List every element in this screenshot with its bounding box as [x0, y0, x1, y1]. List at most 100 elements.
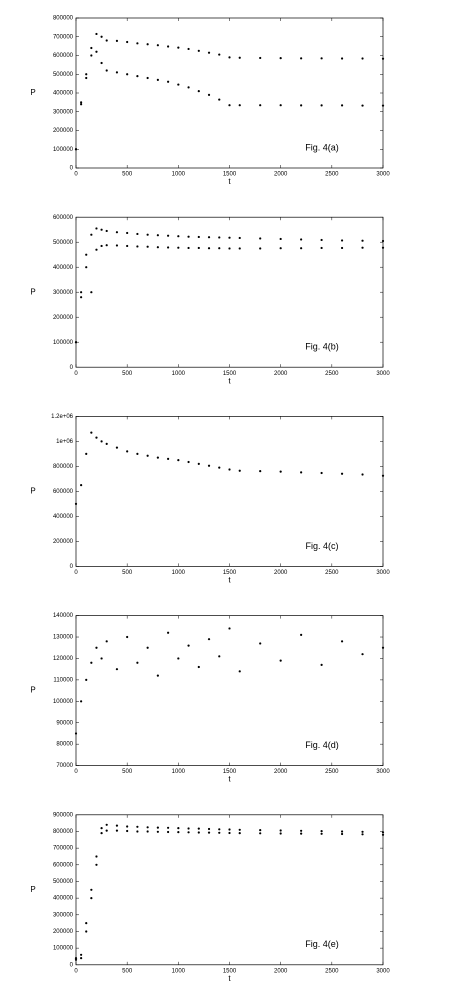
point [105, 229, 108, 233]
point [100, 61, 103, 65]
y-tick-label: 300000 [53, 290, 74, 296]
point [146, 454, 149, 457]
point [146, 245, 149, 248]
point [100, 832, 103, 835]
x-tick-label: 2500 [325, 371, 339, 377]
point [381, 474, 385, 477]
point [167, 830, 170, 834]
point [259, 56, 262, 60]
point [218, 247, 221, 250]
point [177, 459, 180, 462]
point [361, 833, 364, 836]
x-tick-label: 0 [74, 968, 78, 974]
point [218, 466, 221, 469]
y-axis-label: P [30, 686, 35, 695]
point [85, 930, 88, 933]
point [381, 831, 385, 834]
annotation: Fig. 4(a) [305, 142, 339, 152]
y-tick-label: 400000 [53, 896, 74, 902]
point [80, 291, 83, 294]
point [167, 80, 170, 83]
point [136, 245, 139, 248]
annotation: Fig. 4(b) [305, 342, 339, 352]
point [361, 653, 364, 656]
y-tick-label: 100000 [53, 340, 74, 346]
x-tick-label: 500 [122, 570, 133, 576]
point [238, 828, 241, 831]
y-tick-label: 80000 [56, 742, 73, 748]
y-axis-label: P [30, 487, 35, 496]
x-axis-label: t [228, 974, 231, 983]
y-tick-label: 300000 [53, 109, 74, 115]
point [207, 638, 211, 641]
y-tick-label: 110000 [53, 677, 73, 683]
point [90, 888, 93, 891]
point [146, 76, 149, 80]
point [74, 341, 78, 344]
point [228, 468, 231, 471]
point [340, 104, 344, 107]
y-tick-label: 700000 [53, 846, 74, 852]
point [279, 829, 282, 832]
x-tick-label: 2000 [274, 371, 288, 377]
y-tick-label: 140000 [53, 613, 74, 619]
point [197, 246, 200, 250]
point [228, 236, 231, 239]
y-tick-label: 90000 [56, 720, 73, 726]
point [105, 244, 108, 247]
x-tick-label: 1000 [172, 172, 186, 178]
point [95, 32, 98, 36]
point [115, 446, 119, 449]
point [90, 233, 93, 236]
point [381, 57, 385, 60]
point [207, 464, 211, 467]
point [126, 825, 129, 828]
point [207, 236, 211, 239]
point [300, 57, 303, 60]
point [85, 922, 88, 925]
point [228, 56, 231, 59]
point [361, 104, 364, 107]
x-tick-label: 3000 [376, 172, 390, 178]
y-tick-label: 200000 [53, 128, 74, 134]
y-tick-label: 200000 [53, 315, 74, 321]
point [207, 93, 211, 96]
point [177, 827, 180, 830]
point [361, 830, 364, 833]
point [146, 233, 149, 236]
point [100, 244, 103, 248]
point [156, 44, 159, 47]
point [279, 247, 282, 250]
point [218, 655, 221, 658]
point [381, 833, 385, 836]
x-tick-label: 1500 [223, 570, 237, 576]
point [320, 104, 323, 107]
x-axis-label: t [228, 775, 231, 784]
point [126, 450, 129, 453]
point [74, 957, 78, 960]
point [279, 832, 282, 835]
point [115, 244, 119, 247]
point [218, 236, 221, 239]
x-axis-label: t [228, 177, 231, 186]
point [95, 227, 98, 230]
point [167, 246, 170, 249]
point [167, 45, 170, 48]
point [100, 440, 103, 443]
point [80, 484, 83, 487]
point [279, 57, 282, 60]
annotation: Fig. 4(d) [305, 740, 339, 750]
point [381, 239, 385, 243]
point [259, 104, 262, 107]
point [85, 73, 88, 76]
point [300, 832, 303, 835]
point [177, 235, 180, 238]
x-tick-label: 1000 [172, 968, 186, 974]
point [90, 46, 93, 50]
point [156, 246, 159, 249]
point [115, 39, 119, 42]
point [207, 51, 211, 54]
y-axis-label: P [30, 88, 35, 97]
x-tick-label: 2000 [274, 172, 288, 178]
point [167, 631, 170, 634]
